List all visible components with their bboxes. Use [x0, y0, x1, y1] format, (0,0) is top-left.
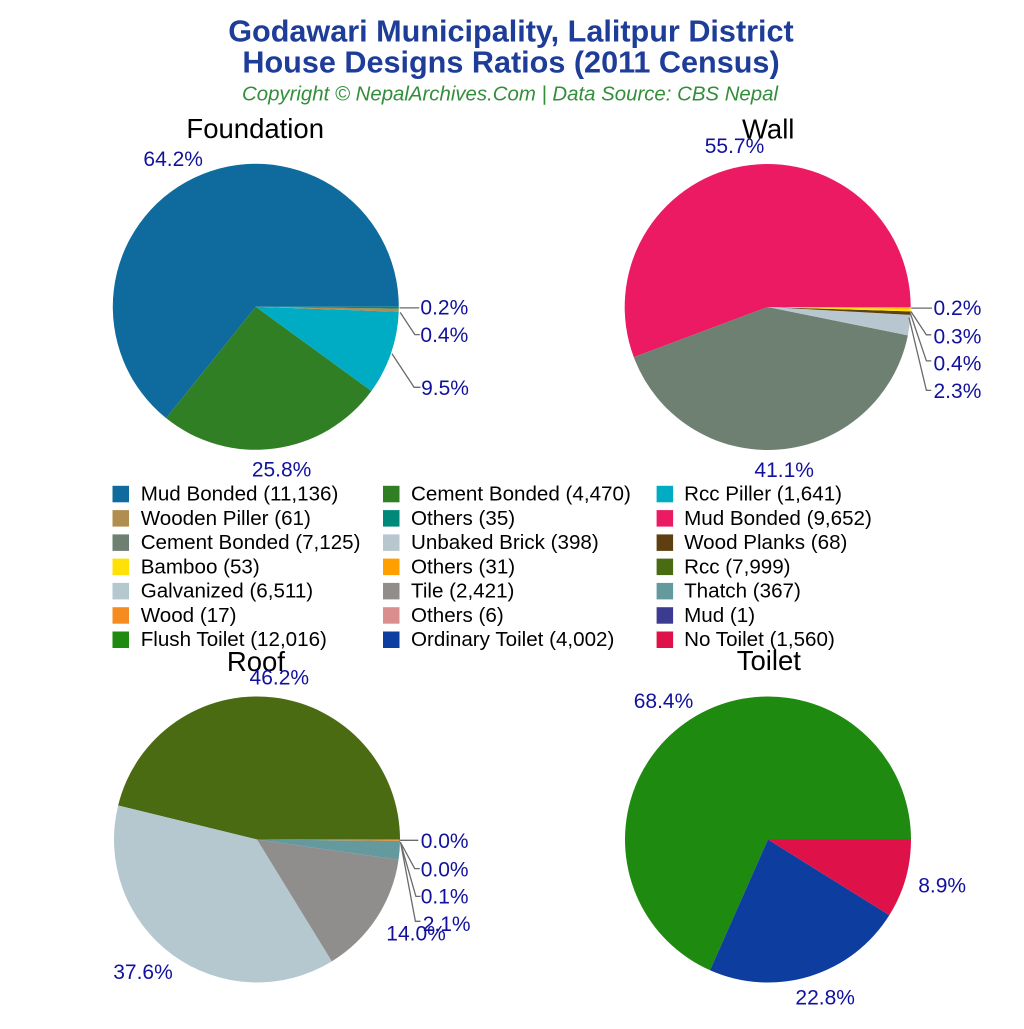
svg-text:Godawari Municipality, Lalitpu: Godawari Municipality, Lalitpur District	[228, 15, 794, 49]
svg-text:25.8%: 25.8%	[252, 459, 312, 482]
svg-text:55.7%: 55.7%	[705, 135, 765, 158]
svg-text:0.0%: 0.0%	[421, 859, 469, 882]
svg-text:Bamboo (53): Bamboo (53)	[141, 555, 260, 578]
svg-text:22.8%: 22.8%	[795, 986, 855, 1009]
svg-text:64.2%: 64.2%	[143, 148, 203, 171]
svg-text:Rcc Piller (1,641): Rcc Piller (1,641)	[684, 483, 842, 506]
svg-text:41.1%: 41.1%	[754, 459, 814, 482]
svg-text:Roof: Roof	[227, 646, 285, 677]
svg-text:Mud Bonded (9,652): Mud Bonded (9,652)	[684, 507, 872, 530]
svg-text:Toilet: Toilet	[737, 645, 802, 676]
svg-text:Foundation: Foundation	[186, 113, 324, 144]
svg-text:0.2%: 0.2%	[934, 297, 982, 320]
svg-text:Flush Toilet (12,016): Flush Toilet (12,016)	[141, 628, 327, 651]
svg-text:46.2%: 46.2%	[250, 667, 310, 690]
svg-text:Mud Bonded (11,136): Mud Bonded (11,136)	[141, 483, 339, 506]
svg-text:Wood Planks (68): Wood Planks (68)	[684, 531, 847, 554]
svg-text:Rcc (7,999): Rcc (7,999)	[684, 555, 790, 578]
svg-text:Cement Bonded (7,125): Cement Bonded (7,125)	[141, 531, 361, 554]
svg-text:Tile (2,421): Tile (2,421)	[411, 580, 514, 603]
svg-text:Galvanized (6,511): Galvanized (6,511)	[141, 580, 313, 603]
svg-text:0.0%: 0.0%	[421, 830, 469, 853]
svg-text:Thatch (367): Thatch (367)	[684, 580, 801, 603]
svg-text:2.1%: 2.1%	[423, 913, 471, 936]
svg-text:Wood (17): Wood (17)	[141, 604, 237, 627]
svg-text:14.0%: 14.0%	[386, 922, 446, 945]
svg-text:Wall: Wall	[742, 114, 794, 145]
svg-text:0.3%: 0.3%	[934, 325, 982, 348]
svg-text:Copyright © NepalArchives.Com: Copyright © NepalArchives.Com | Data Sou…	[242, 83, 778, 105]
svg-text:House Designs Ratios (2011 Cen: House Designs Ratios (2011 Census)	[242, 45, 779, 79]
svg-text:Others (35): Others (35)	[411, 507, 515, 530]
svg-text:0.2%: 0.2%	[420, 296, 468, 319]
svg-text:0.4%: 0.4%	[934, 353, 982, 376]
svg-text:Cement Bonded (4,470): Cement Bonded (4,470)	[411, 483, 631, 506]
svg-text:Unbaked Brick (398): Unbaked Brick (398)	[411, 531, 599, 554]
svg-text:No Toilet (1,560): No Toilet (1,560)	[684, 628, 835, 651]
svg-text:68.4%: 68.4%	[634, 690, 694, 713]
svg-text:0.1%: 0.1%	[421, 886, 469, 909]
svg-text:8.9%: 8.9%	[918, 875, 966, 898]
svg-text:2.3%: 2.3%	[934, 380, 982, 403]
svg-text:9.5%: 9.5%	[421, 377, 469, 400]
svg-text:Others (31): Others (31)	[411, 555, 515, 578]
svg-text:0.4%: 0.4%	[420, 324, 468, 347]
svg-text:Mud (1): Mud (1)	[684, 604, 755, 627]
svg-text:37.6%: 37.6%	[113, 961, 173, 984]
svg-text:Ordinary Toilet (4,002): Ordinary Toilet (4,002)	[411, 628, 614, 651]
svg-text:Wooden Piller (61): Wooden Piller (61)	[141, 507, 311, 530]
svg-text:Others (6): Others (6)	[411, 604, 504, 627]
